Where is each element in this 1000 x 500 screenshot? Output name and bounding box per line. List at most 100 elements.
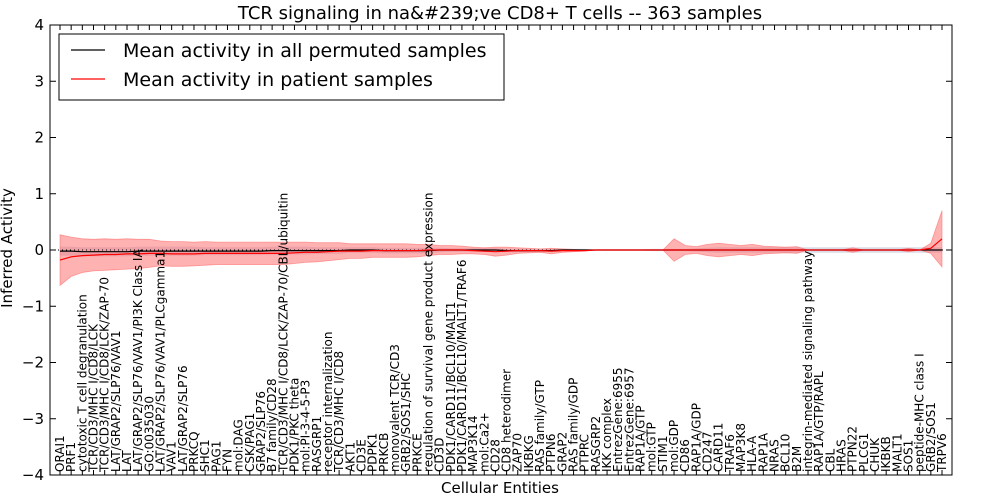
category-label: EntrezGene:6955 [611, 367, 625, 472]
category-label: PTPN6 [544, 434, 558, 472]
y-tick-label: −4 [22, 466, 44, 484]
y-tick-label: 3 [34, 72, 44, 90]
y-axis-label: Inferred Activity [0, 188, 16, 308]
category-label: cytotoxic T cell degranulation [75, 294, 89, 472]
category-label: PDK1/CARD11/BCL10/MALT1/TRAF6 [455, 260, 469, 472]
category-label: TRPV6 [935, 433, 949, 473]
category-label: MAP3K14 [466, 415, 480, 472]
category-label: CARD11 [712, 423, 726, 472]
category-label: BCL10 [779, 434, 793, 472]
category-label: RASGRP1 [310, 416, 324, 472]
category-label: TCR/CD3/MHC I/CD8/LCK [87, 323, 101, 473]
category-label: RAS family/GTP [533, 380, 547, 472]
patient-band [59, 210, 943, 287]
category-label: PRF1 [64, 442, 78, 472]
chart-title: TCR signaling in na&#239;ve CD8+ T cells… [237, 3, 762, 24]
category-label: AKT1 [343, 442, 357, 472]
y-tick-label: 4 [34, 16, 44, 34]
category-label: PDK1/CARD11/BCL10/MALT1 [444, 302, 458, 472]
legend: Mean activity in all permuted samples Mea… [58, 33, 505, 101]
category-label: RAP1A/GDP [689, 403, 703, 472]
category-label: regulation of survival gene product expr… [421, 192, 435, 471]
y-tick-label: −2 [22, 354, 44, 372]
category-label: PDPK1 [366, 433, 380, 472]
category-label: receptor internalization [321, 331, 335, 471]
category-label: GRB2/SOS1 [924, 402, 938, 472]
category-label: LAT/GRAP2/SLP76/VAV1/PI3K Class IA [131, 249, 145, 473]
category-label: IKK complex [600, 398, 614, 472]
category-label: GRAP2/SLP76 [254, 391, 268, 472]
category-label: PAG1 [209, 441, 223, 472]
category-label: LAT/GRAP2/SLP76/VAV1/PLCgamma1 [154, 251, 168, 472]
legend-patient-label: Mean activity in patient samples [123, 69, 433, 91]
y-tick-label: 2 [34, 129, 44, 147]
category-label: mol:PI-3-4-5-P3 [299, 380, 313, 472]
category-label: GO:0035030 [142, 396, 156, 472]
category-label: RAP1A [756, 432, 770, 472]
category-label: PRKCB [377, 433, 391, 472]
category-label: VAV1 [165, 441, 179, 472]
category-label: integrin-mediated signaling pathway [801, 251, 815, 472]
category-label: mol:GTP [645, 422, 659, 472]
lines-layer [50, 238, 952, 261]
category-label: CD3D [433, 438, 447, 473]
y-tick-label: −1 [22, 297, 44, 315]
category-label: NRAS [768, 439, 782, 472]
legend-permuted-label: Mean activity in all permuted samples [123, 40, 486, 62]
category-label: LAT/GRAP2/SLP76 [176, 365, 190, 472]
category-label: mol:DAG [232, 419, 246, 472]
category-label: EntrezGene:6957 [622, 368, 636, 473]
category-label: PLCG1 [857, 433, 871, 472]
category-label: SOS1 [902, 440, 916, 472]
category-label: TCR/CD3/MHC I/CD8/LCK/ZAP-70 [98, 277, 112, 473]
legend-box [58, 33, 505, 101]
category-label: monovalent TCR/CD3 [388, 344, 402, 472]
category-label: HLA-A [745, 435, 759, 472]
category-label: TCR/CD3/MHC I/CD8 [332, 351, 346, 473]
category-label: mol:GDP [667, 420, 681, 472]
category-label: PRKCE [410, 433, 424, 472]
category-label: STIM1 [656, 436, 670, 472]
category-label: MAP3K8 [734, 423, 748, 472]
y-tick-label: 0 [34, 241, 44, 259]
category-label: IKBKB [879, 436, 893, 472]
category-label: FYN [221, 449, 235, 472]
category-label: CBL [823, 448, 837, 472]
category-label: IKBKG [522, 435, 536, 472]
axes-layer: 4 3 2 1 0 −1 −2 −3 −4 [22, 16, 953, 484]
category-label: PTPRC [578, 434, 592, 472]
category-label: RAP1A/GTP [634, 405, 648, 472]
category-label: B2M [790, 446, 804, 472]
category-label: mol:Ca2+ [477, 412, 491, 472]
category-label: B7 family/CD28 [265, 378, 279, 472]
category-label: GRAP2 [555, 432, 569, 472]
category-label: PRKCQ [187, 431, 201, 472]
category-label: PTPN22 [846, 426, 860, 472]
category-label: CD8 heterodimer [500, 369, 514, 472]
category-label: RAS family/GDP [567, 378, 581, 472]
category-label: LAT [120, 450, 134, 472]
category-label: TCR/CD3/MHC I/CD8/LCK/ZAP-70/CBL/ubiquit… [276, 193, 290, 473]
category-label: CD247 [701, 431, 715, 472]
x-axis-label: Cellular Entities [441, 479, 559, 497]
y-tick-label: 1 [34, 185, 44, 203]
category-label: CHUK [868, 437, 882, 472]
category-label: MALT1 [890, 433, 904, 472]
category-label: CSK/PAG1 [243, 413, 257, 472]
category-label: RASGRP2 [589, 416, 603, 472]
category-label: CD3E [354, 439, 368, 472]
category-label: HRAS [835, 439, 849, 472]
category-label: LAT/GRAP2/SLP76/VAV1 [109, 331, 123, 472]
y-tick-label: −3 [22, 410, 44, 428]
category-label: GRB2/SOS1/SHC [399, 373, 413, 472]
category-label: peptide-MHC class I [913, 353, 927, 472]
category-label: PDK1/PKC theta [288, 378, 302, 472]
category-label: ZAP70 [511, 433, 525, 472]
category-label: CD28 [488, 439, 502, 472]
category-label: SHC1 [198, 439, 212, 472]
category-label: ORAI1 [53, 435, 67, 472]
category-label: TRAF6 [723, 434, 737, 473]
